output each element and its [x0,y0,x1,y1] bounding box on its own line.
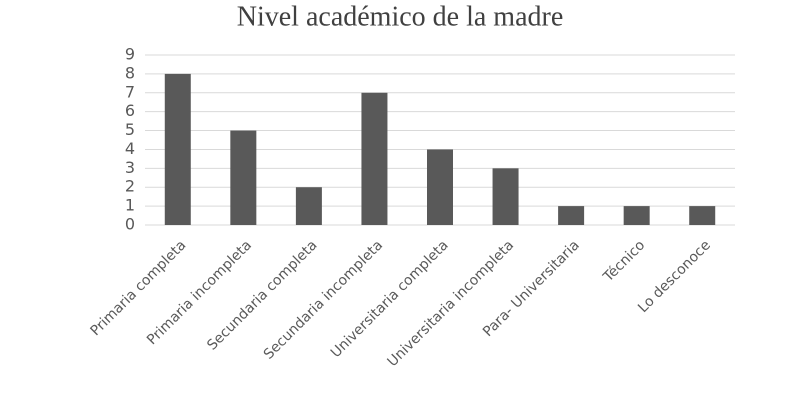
y-tick-label: 7 [125,82,135,101]
y-tick-label: 2 [125,177,135,196]
y-tick-label: 5 [125,120,135,139]
y-tick-label: 6 [125,101,135,120]
bar [230,130,257,225]
y-tick-label: 0 [125,215,135,234]
bar [558,206,585,225]
y-tick-label: 1 [125,196,135,215]
bar [361,92,388,226]
bar [492,168,519,225]
bar [164,73,191,225]
x-tick-label: Secundaria incompleta [261,237,386,362]
y-tick-label: 4 [125,139,135,158]
y-tick-label: 3 [125,158,135,177]
chart-title: Nivel académico de la madre [237,1,564,32]
x-tick-label: Técnico [600,237,648,285]
x-tick-label: Universitaria completa [328,237,452,361]
x-tick-label: Secundaria completa [204,237,320,353]
bar [623,206,650,225]
y-tick-label: 9 [125,45,135,64]
bar [689,206,716,225]
bar [295,187,322,225]
bar [427,149,453,225]
y-tick-label: 8 [125,63,135,82]
x-tick-label: Universitaria incompleta [384,237,517,370]
